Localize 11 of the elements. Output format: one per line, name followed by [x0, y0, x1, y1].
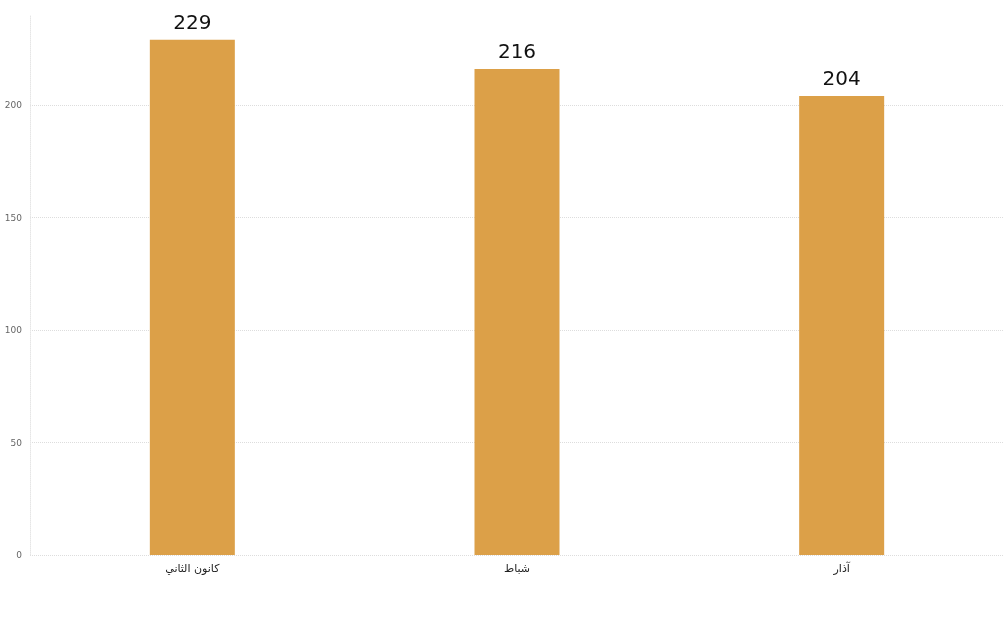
data-label: 229 [173, 9, 212, 34]
y-tick-label: 150 [4, 212, 23, 223]
data-label: 204 [822, 66, 861, 90]
y-tick-label: 50 [10, 437, 23, 448]
y-tick-label: 100 [4, 325, 23, 335]
x-tick-label: آذار [832, 561, 851, 575]
data-label: 216 [497, 39, 537, 63]
x-tick-label: كانون الثاني [165, 562, 221, 575]
y-tick-label: 0 [16, 550, 23, 560]
y-tick-label: 200 [4, 100, 23, 110]
x-tick-label: شباط [503, 562, 531, 575]
